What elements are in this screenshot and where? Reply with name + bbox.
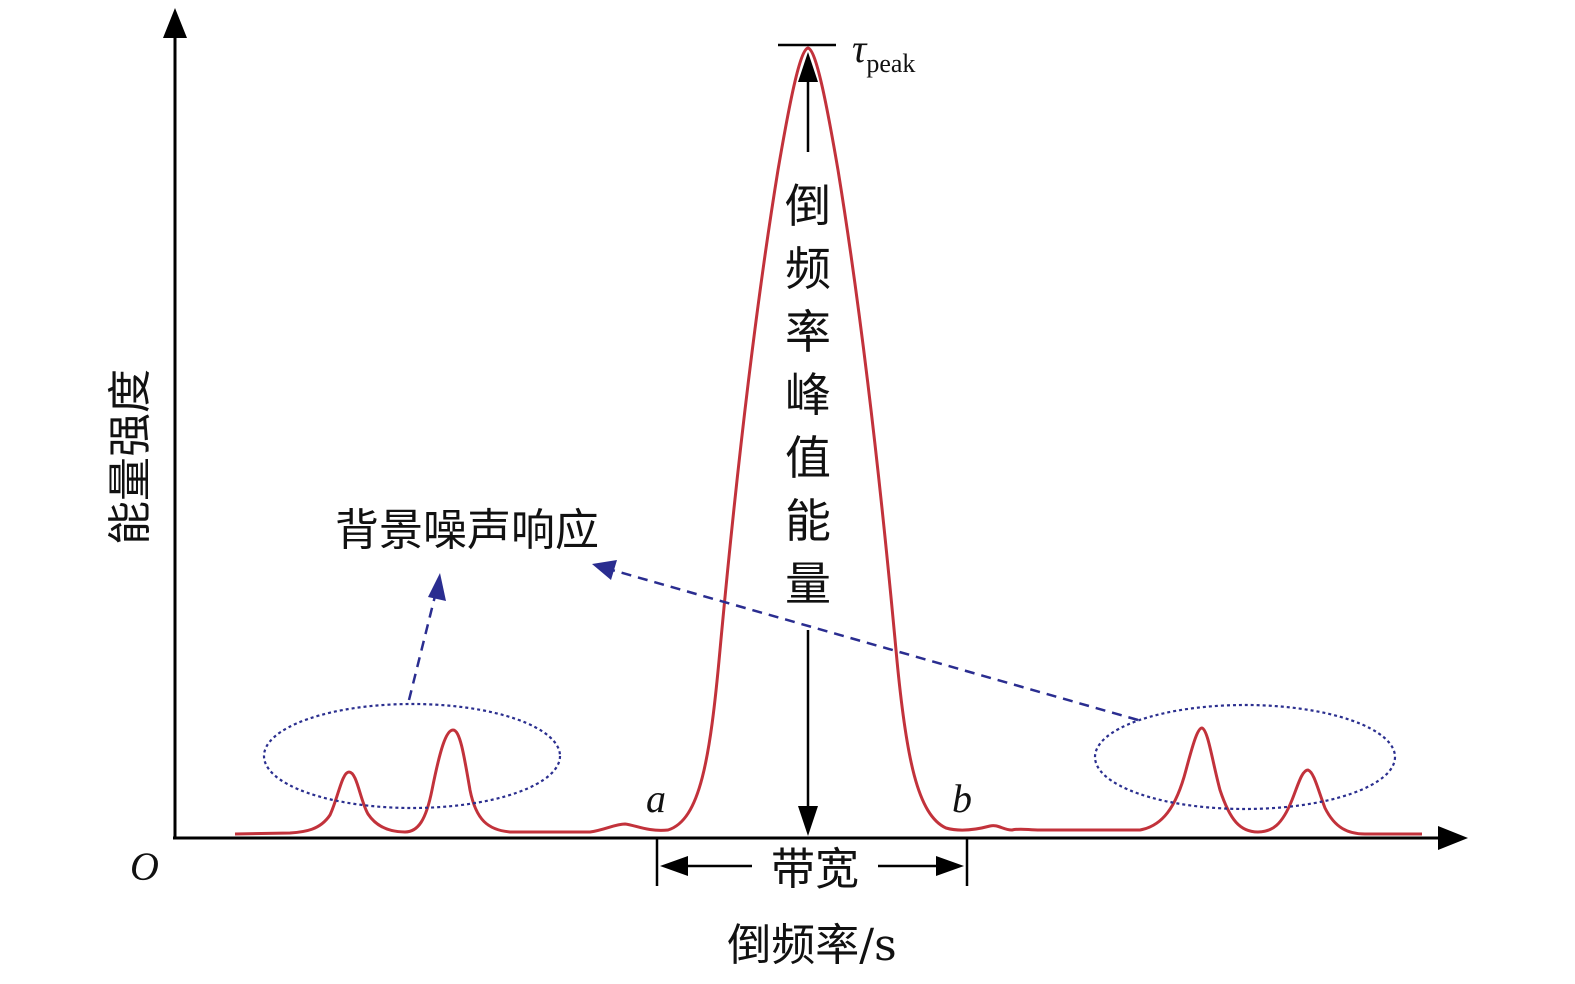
bandwidth-left-arrow-icon (660, 856, 688, 876)
axes (163, 8, 1468, 850)
peak-tau-label: τpeak (852, 26, 915, 78)
x-axis-arrow-icon (1438, 826, 1468, 850)
cepstrum-curve (234, 46, 1422, 836)
bandwidth-label: 带宽 (771, 844, 859, 895)
x-axis-label: 倒频率/s (727, 920, 896, 971)
bandwidth-indicator: 带宽 (655, 838, 969, 895)
right-bound-label: b (952, 776, 972, 821)
right-noise-pointer (611, 568, 1139, 722)
noise-response-label: 背景噪声响应 (335, 505, 599, 556)
peak-arrow-up-icon (798, 52, 818, 82)
peak-tau-subscript: peak (866, 49, 915, 78)
peak-arrow-down-icon (798, 806, 818, 836)
left-noise-pointer (407, 591, 438, 701)
right-noise-ellipse (1093, 703, 1397, 811)
peak-energy-label: 倒频率峰值能量 (785, 179, 831, 611)
right-noise-pointer-arrow-icon (592, 560, 617, 580)
peak-tau-symbol: τ (852, 26, 868, 71)
origin-label: O (130, 844, 159, 889)
left-noise-pointer-arrow-icon (428, 573, 446, 601)
bandwidth-right-arrow-icon (936, 856, 964, 876)
y-axis-arrow-icon (163, 8, 187, 38)
left-noise-ellipse (262, 702, 562, 810)
y-axis-label: 能量强度 (105, 369, 156, 545)
left-bound-label: a (646, 776, 666, 821)
